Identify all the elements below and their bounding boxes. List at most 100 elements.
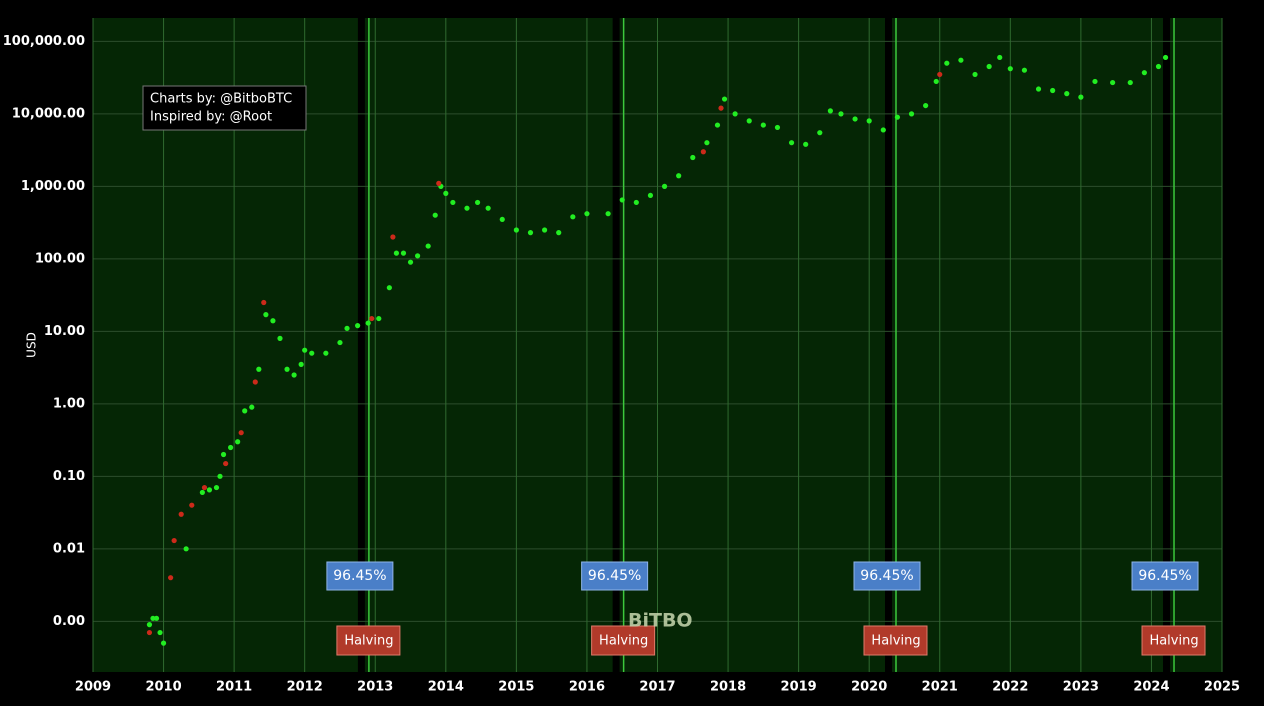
data-point xyxy=(721,96,728,102)
pre-halving-band xyxy=(357,18,365,672)
data-point xyxy=(817,130,823,136)
stat-box xyxy=(1131,561,1199,591)
data-point xyxy=(852,116,858,122)
data-point xyxy=(474,199,481,206)
x-tick-label: 2018 xyxy=(710,680,746,695)
data-point xyxy=(1064,91,1070,97)
x-tick-label: 2014 xyxy=(428,680,464,695)
data-point xyxy=(400,250,407,256)
data-point xyxy=(157,629,163,636)
data-point xyxy=(168,575,174,581)
data-point xyxy=(661,183,668,189)
data-point xyxy=(425,243,431,249)
pre-halving-band xyxy=(612,18,620,672)
data-point xyxy=(183,546,189,552)
stat-box xyxy=(853,561,921,591)
y-axis-label: USD xyxy=(25,332,39,358)
data-point xyxy=(464,205,470,211)
x-tick-label: 2016 xyxy=(569,680,605,695)
data-point xyxy=(933,78,939,85)
data-point xyxy=(700,149,706,155)
data-point xyxy=(760,122,766,128)
pre-halving-band xyxy=(1163,18,1171,672)
data-point xyxy=(972,71,978,78)
data-point xyxy=(284,366,290,372)
data-point xyxy=(407,259,414,265)
data-point xyxy=(584,211,590,217)
data-point xyxy=(958,57,964,63)
data-point xyxy=(880,127,886,133)
halving-box xyxy=(591,625,656,656)
data-point xyxy=(997,54,1003,61)
stat-box xyxy=(326,561,394,591)
data-point xyxy=(894,114,901,120)
stat-label: 96.45% xyxy=(333,568,386,584)
data-point xyxy=(605,211,611,217)
data-point xyxy=(376,315,382,322)
data-point xyxy=(1127,79,1133,86)
data-point xyxy=(414,253,421,259)
data-point xyxy=(1035,86,1042,92)
data-point xyxy=(393,250,400,256)
data-point xyxy=(153,615,160,621)
y-tick-label: 0.10 xyxy=(53,469,85,484)
data-point xyxy=(774,124,781,131)
data-point xyxy=(171,537,177,544)
data-point xyxy=(256,366,262,372)
data-point xyxy=(337,339,343,346)
data-point xyxy=(633,199,639,206)
data-point xyxy=(704,140,710,146)
data-point xyxy=(223,460,229,467)
y-tick-label: 1.00 xyxy=(53,396,85,411)
data-point xyxy=(944,60,950,66)
data-point xyxy=(647,192,654,199)
x-tick-label: 2012 xyxy=(287,680,323,695)
data-point xyxy=(323,350,329,356)
y-tick-label: 0.01 xyxy=(53,541,85,556)
x-tick-label: 2013 xyxy=(357,680,393,695)
data-point xyxy=(432,212,438,218)
y-tick-label: 1,000.00 xyxy=(21,179,85,194)
data-point xyxy=(213,484,220,491)
halving-label: Halving xyxy=(344,634,393,649)
data-point xyxy=(217,473,223,479)
halving-label: Halving xyxy=(1149,634,1198,649)
x-tick-label: 2025 xyxy=(1204,680,1240,695)
credit-text: Charts by: @BitboBTC xyxy=(150,92,292,107)
data-point xyxy=(309,350,315,356)
data-point xyxy=(714,122,721,128)
data-point xyxy=(986,63,992,70)
data-point xyxy=(450,199,456,206)
data-point xyxy=(146,629,153,636)
data-point xyxy=(249,404,255,410)
data-point xyxy=(1050,87,1056,94)
data-point xyxy=(499,216,505,223)
data-point xyxy=(199,489,205,496)
data-point xyxy=(201,484,208,491)
data-point xyxy=(386,285,392,291)
data-point xyxy=(937,71,943,78)
data-point xyxy=(556,230,562,236)
data-point xyxy=(1092,78,1098,85)
x-tick-label: 2021 xyxy=(922,680,958,695)
data-point xyxy=(908,111,915,117)
data-point xyxy=(263,312,269,318)
data-point xyxy=(390,234,396,240)
x-tick-label: 2011 xyxy=(216,680,252,695)
stat-label: 96.45% xyxy=(588,568,641,584)
halving-label: Halving xyxy=(599,634,648,649)
credit-box xyxy=(142,85,307,131)
y-tick-label: 0.00 xyxy=(53,614,85,629)
y-tick-label: 10,000.00 xyxy=(12,106,85,121)
data-point xyxy=(1007,66,1013,72)
watermark: BiTBO xyxy=(628,610,693,632)
data-point xyxy=(690,154,696,161)
x-tick-label: 2015 xyxy=(498,680,534,695)
data-point xyxy=(261,299,267,306)
x-tick-label: 2020 xyxy=(851,680,887,695)
data-point xyxy=(344,325,350,331)
data-point xyxy=(277,335,283,341)
data-point xyxy=(238,430,244,436)
